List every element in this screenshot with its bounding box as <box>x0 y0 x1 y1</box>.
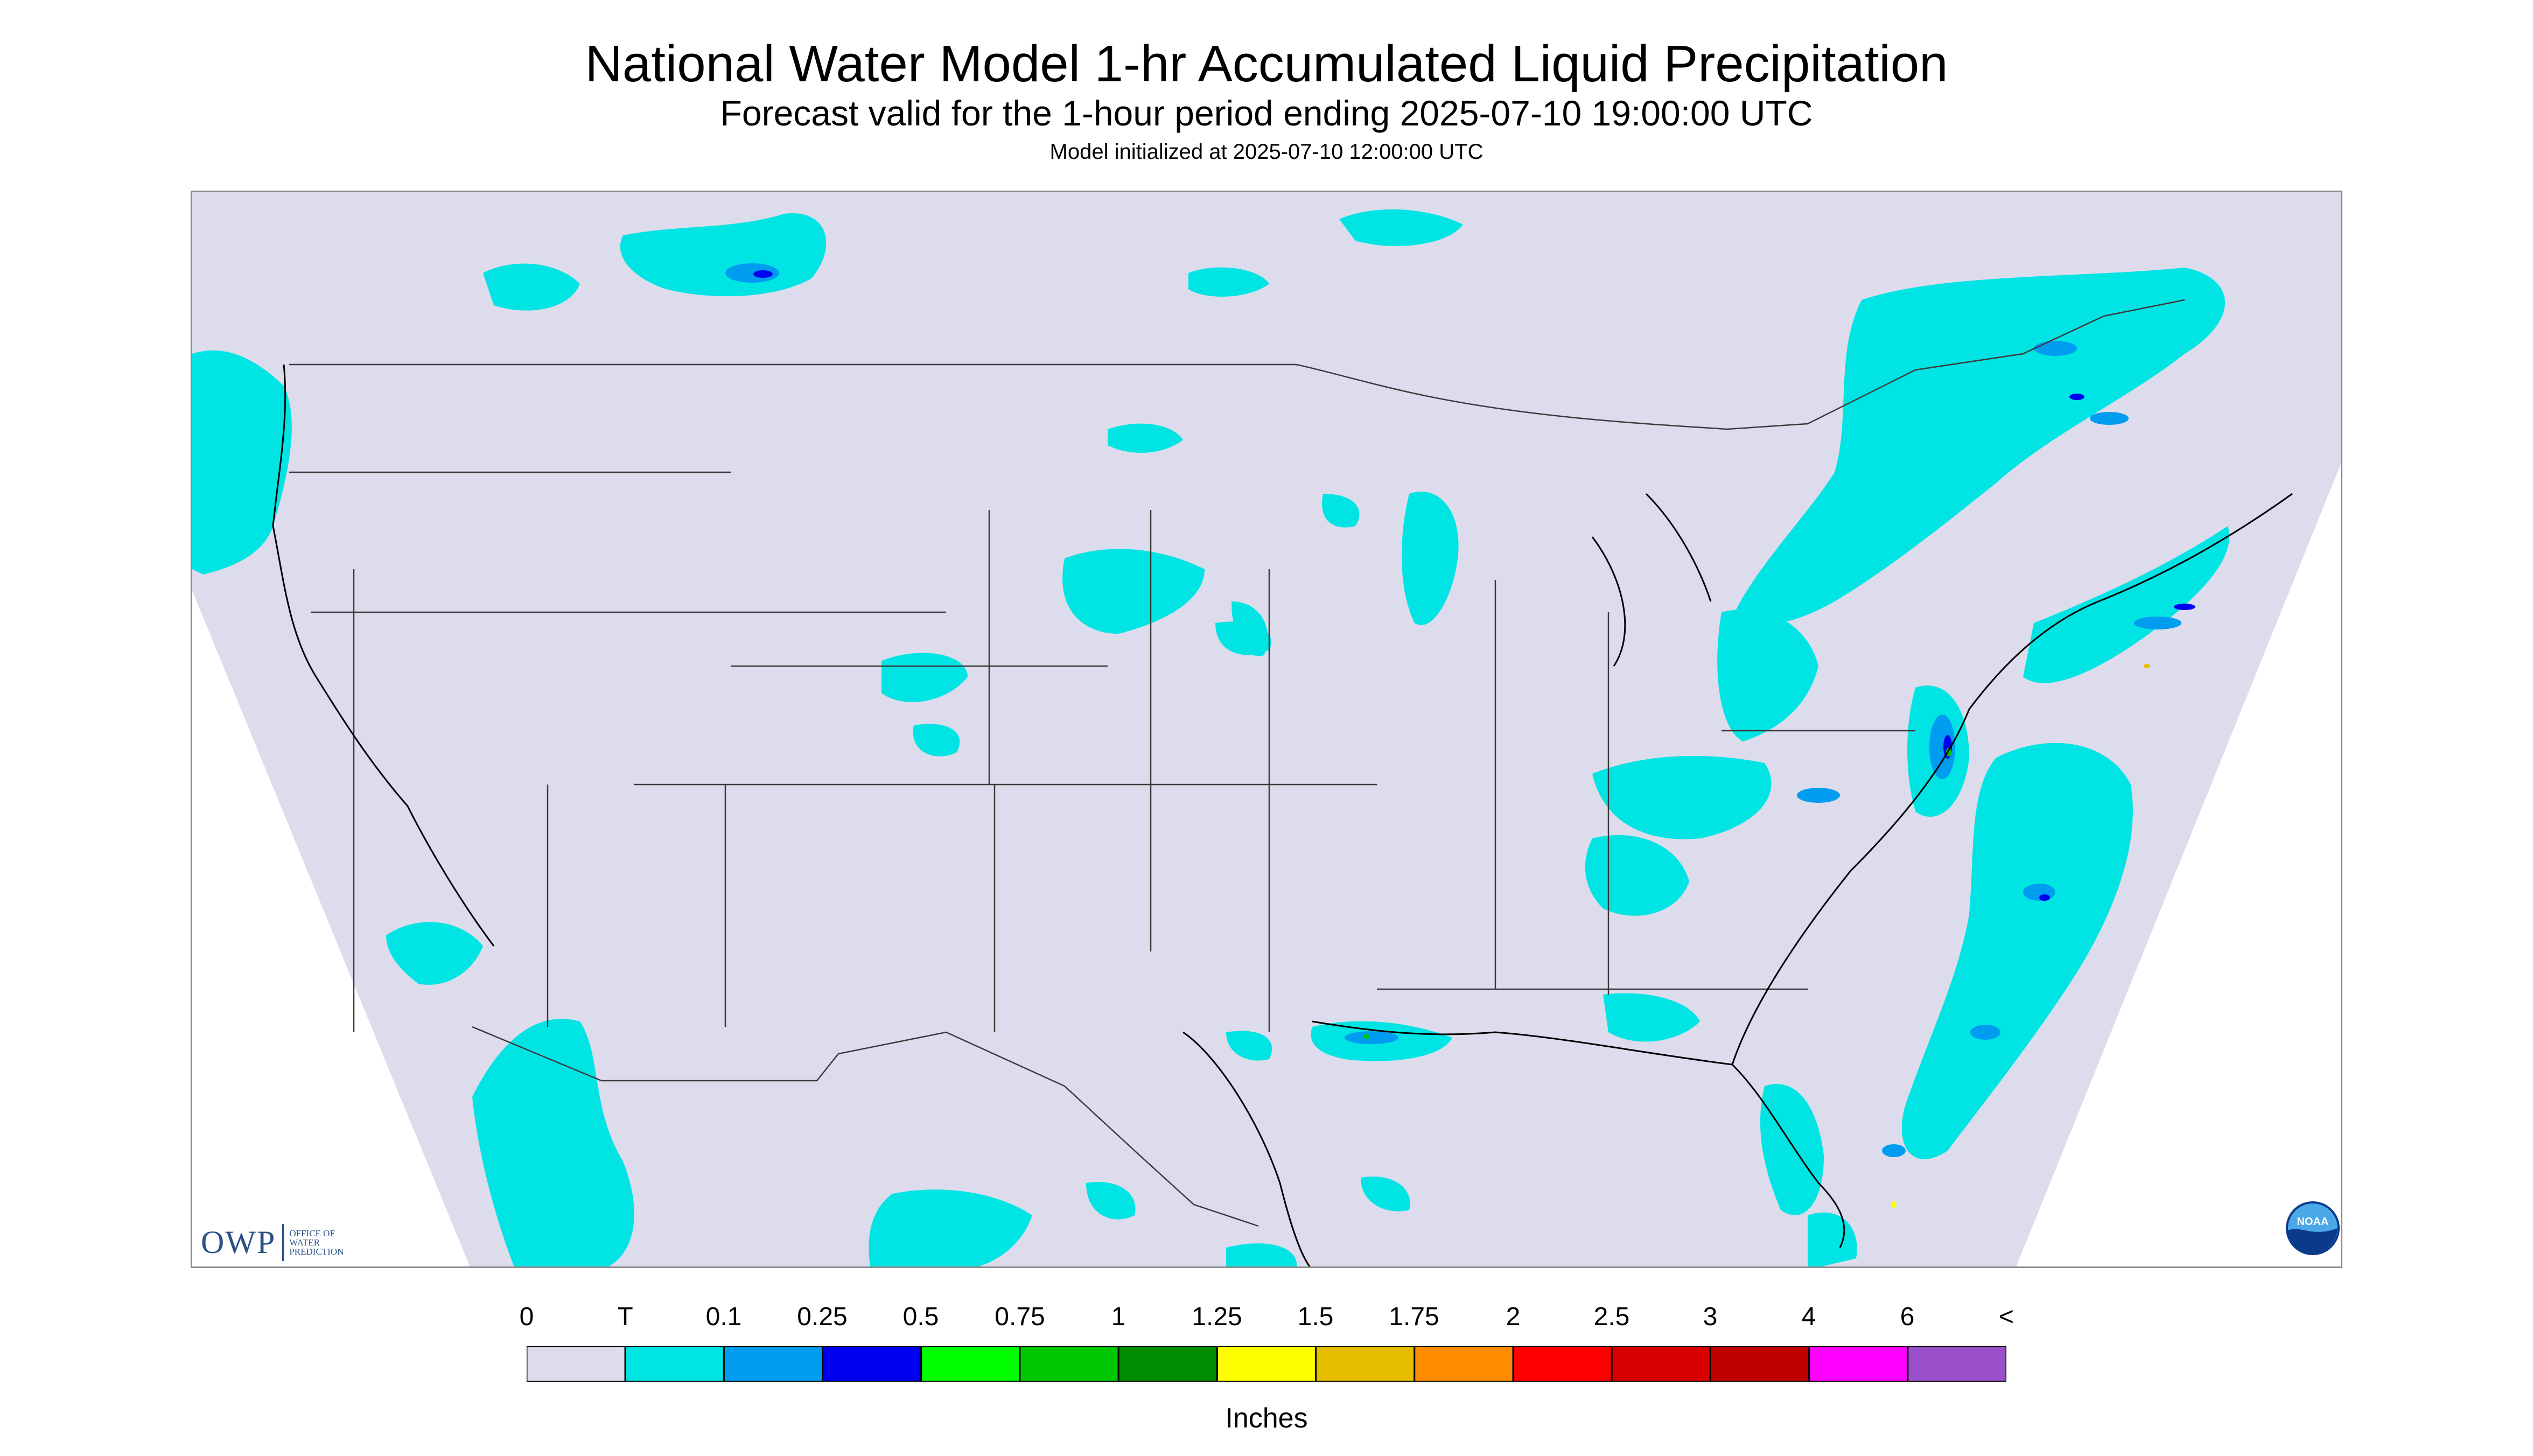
legend-swatch-12 <box>1709 1346 1810 1382</box>
precip-pacific-nw <box>192 350 292 575</box>
legend-label-10: 2 <box>1506 1303 1521 1331</box>
owp-logo-line-3: PREDICTION <box>289 1246 344 1257</box>
precip-mid-atlantic <box>1717 609 1818 741</box>
legend-label-7: 1.25 <box>1192 1303 1242 1331</box>
legend-label-15: < <box>1998 1303 2014 1331</box>
coastline <box>272 364 2293 1266</box>
legend-label-5: 0.75 <box>995 1303 1045 1331</box>
legend-label-1: T <box>617 1303 633 1331</box>
owp-logo: OWP OFFICE OF WATER PREDICTION <box>201 1223 370 1261</box>
noaa-logo-text: NOAA <box>2297 1216 2329 1228</box>
legend-label-12: 3 <box>1703 1303 1718 1331</box>
legend-units: Inches <box>1225 1403 1308 1434</box>
precip-western-atlantic <box>1901 743 2133 1159</box>
legend-swatch-4 <box>920 1346 1021 1382</box>
precip-northern-plains <box>1062 549 1205 634</box>
precipitation-map: OWP OFFICE OF WATER PREDICTION NOAA <box>191 191 2342 1268</box>
legend-label-9: 1.75 <box>1389 1303 1439 1331</box>
legend-label-3: 0.25 <box>797 1303 848 1331</box>
owp-logo-line-2: WATER <box>289 1237 320 1248</box>
legend-swatch-0 <box>527 1346 626 1382</box>
legend-label-14: 6 <box>1900 1303 1915 1331</box>
forecast-valid-subtitle: Forecast valid for the 1-hour period end… <box>720 93 1813 133</box>
model-init-text: Model initialized at 2025-07-10 12:00:00… <box>1049 140 1484 164</box>
legend-label-11: 2.5 <box>1593 1303 1630 1331</box>
precip-northern-mexico <box>869 1189 1032 1266</box>
legend-swatch-7 <box>1216 1346 1317 1382</box>
map-domain <box>192 192 2341 1266</box>
political-boundaries <box>289 299 2185 1227</box>
legend-swatch-9 <box>1414 1346 1514 1382</box>
legend-swatch-13 <box>1808 1346 1909 1382</box>
legend-swatch-2 <box>723 1346 824 1382</box>
precip-color-legend <box>527 1346 2006 1382</box>
legend-label-4: 0.5 <box>902 1303 939 1331</box>
legend-swatches <box>527 1346 2006 1382</box>
legend-label-8: 1.5 <box>1297 1303 1334 1331</box>
legend-swatch-10 <box>1512 1346 1613 1382</box>
precip-upper-midwest <box>1402 492 1459 625</box>
owp-logo-line-1: OFFICE OF <box>289 1228 335 1238</box>
legend-swatch-11 <box>1611 1346 1711 1382</box>
legend-swatch-1 <box>624 1346 725 1382</box>
precip-trace-areas <box>192 209 2230 1266</box>
owp-logo-text: OFFICE OF WATER PREDICTION <box>284 1229 370 1256</box>
precip-northeast <box>1732 268 2225 626</box>
legend-label-0: 0 <box>519 1303 534 1331</box>
legend-label-6: 1 <box>1111 1303 1126 1331</box>
legend-swatch-14 <box>1907 1346 2006 1382</box>
precip-moderate-cells <box>725 263 2181 1157</box>
us-canada-border <box>289 299 2185 430</box>
legend-swatch-3 <box>822 1346 922 1382</box>
owp-logo-mark: OWP <box>201 1223 284 1261</box>
legend-swatch-6 <box>1117 1346 1218 1382</box>
precip-intense-cells <box>1363 664 2150 1208</box>
legend-label-2: 0.1 <box>705 1303 742 1331</box>
noaa-logo: NOAA <box>2286 1201 2340 1255</box>
precip-southeast <box>1585 835 1689 916</box>
legend-swatch-8 <box>1315 1346 1416 1382</box>
us-mexico-border <box>472 1026 1259 1227</box>
map-title: National Water Model 1-hr Accumulated Li… <box>585 35 1948 93</box>
map-canvas <box>192 192 2341 1266</box>
precip-florida <box>1760 1084 1824 1215</box>
legend-label-13: 4 <box>1801 1303 1816 1331</box>
precip-heavy-cells <box>753 270 2195 901</box>
legend-swatch-5 <box>1019 1346 1119 1382</box>
